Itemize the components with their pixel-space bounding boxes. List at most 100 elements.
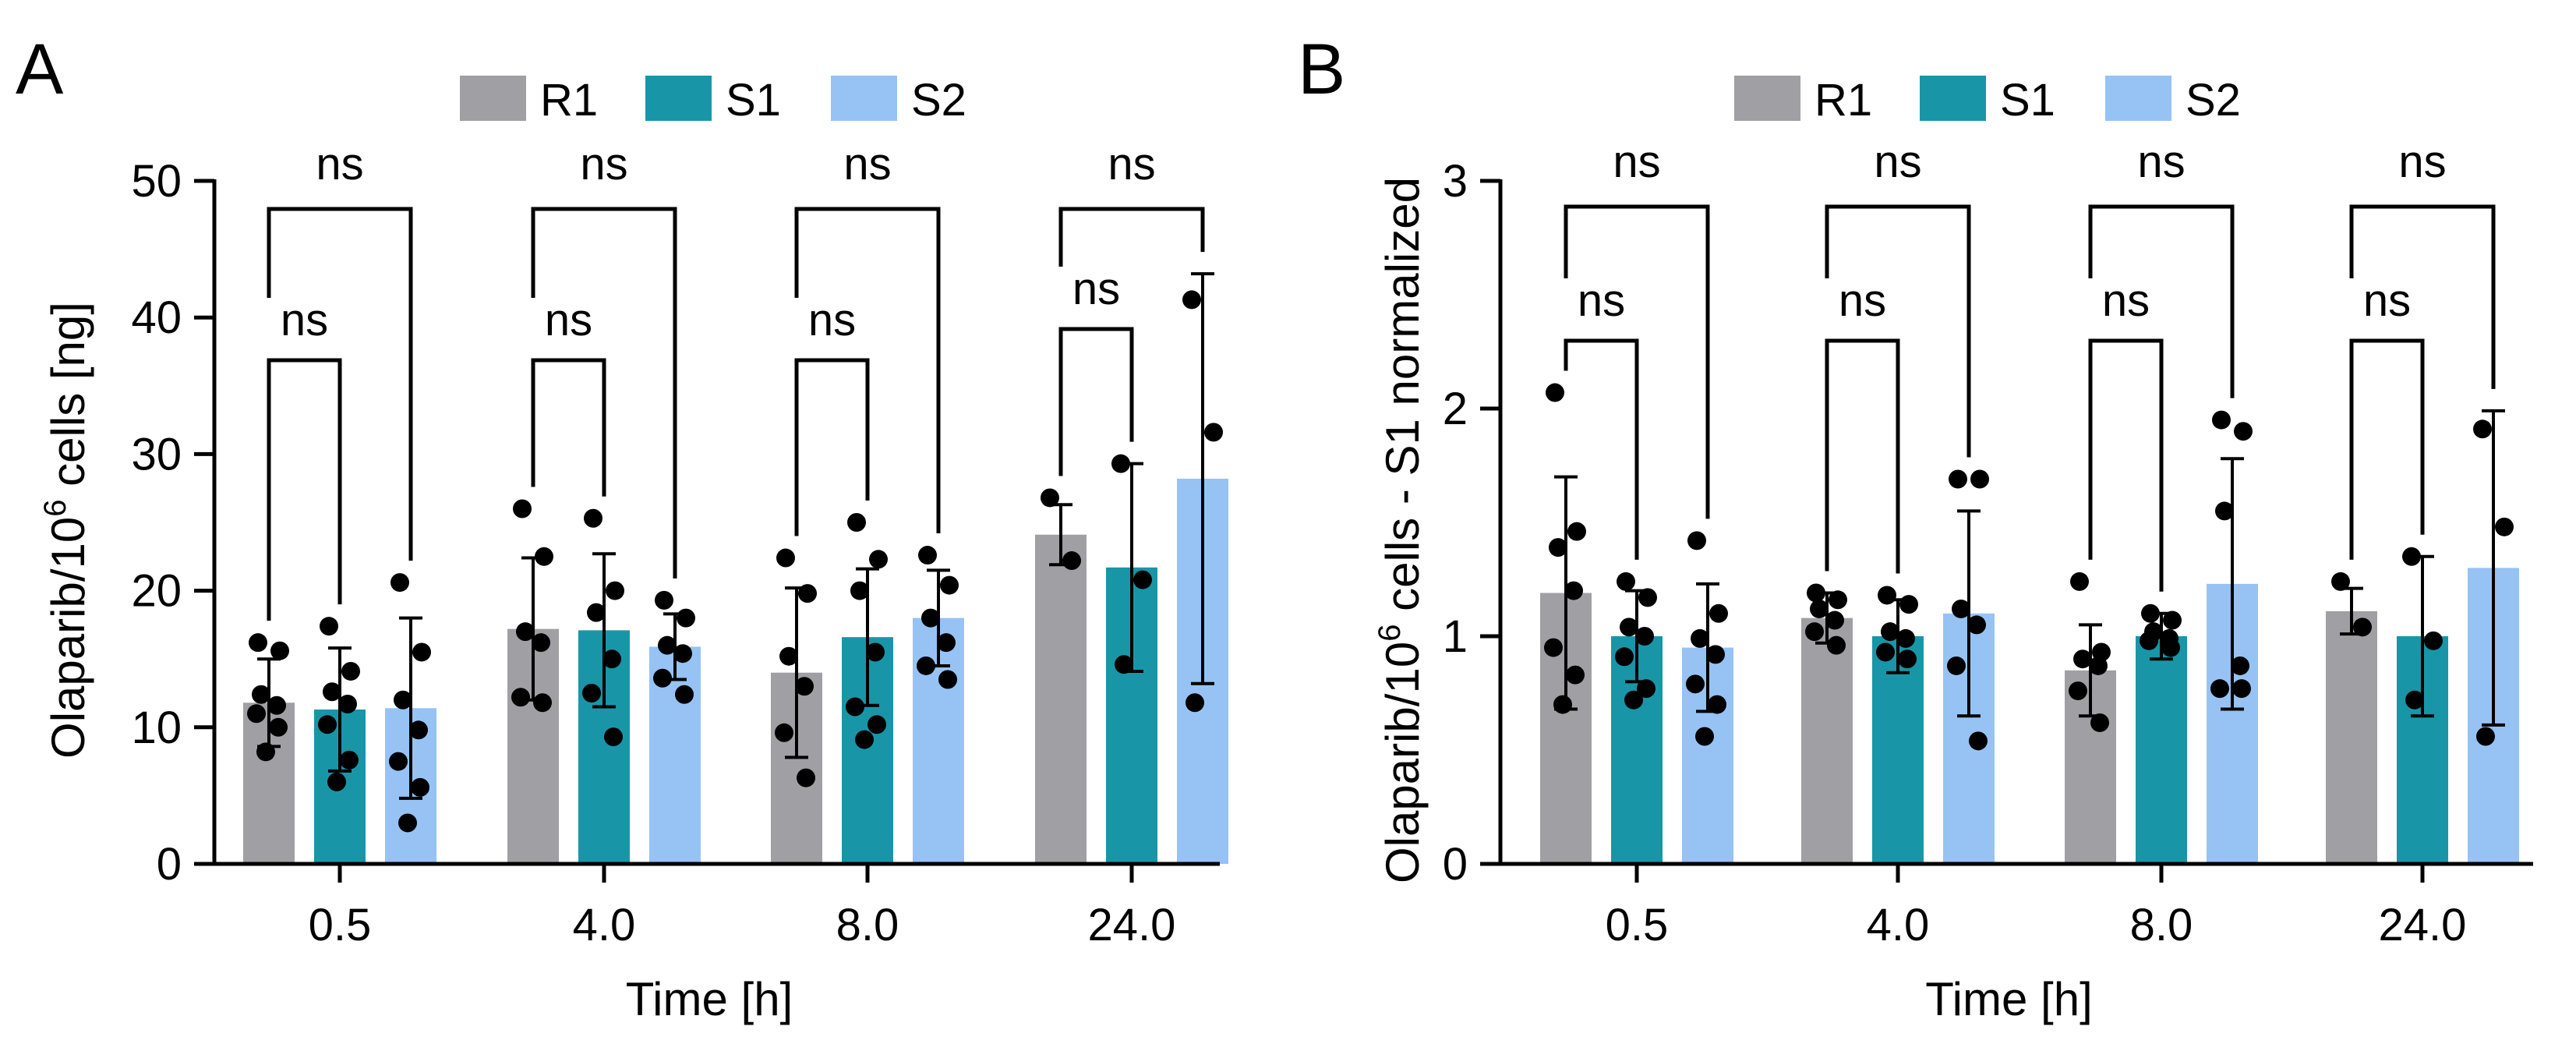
sig-label-r1-s2: ns <box>2137 136 2185 187</box>
data-point-r1-4.0 <box>1805 622 1824 642</box>
data-point-r1-0.5 <box>1567 522 1586 541</box>
data-point-r1-8.0 <box>776 548 795 568</box>
legend-label-s2: S2 <box>911 75 966 126</box>
data-point-r1-24.0 <box>1062 551 1081 571</box>
legend-swatch-r1 <box>1734 76 1800 121</box>
data-point-s2-0.5 <box>389 752 408 771</box>
data-point-r1-4.0 <box>516 622 535 642</box>
y-tick-label: 0 <box>1443 839 1468 890</box>
bar-r1-24.0 <box>1035 534 1087 864</box>
legend-swatch-r1 <box>460 76 526 121</box>
data-point-r1-24.0 <box>2353 618 2372 637</box>
data-point-r1-0.5 <box>1544 638 1563 657</box>
data-point-s2-0.5 <box>1708 695 1726 714</box>
data-point-r1-4.0 <box>513 499 532 518</box>
data-point-s2-4.0 <box>658 635 677 655</box>
x-tick-label: 8.0 <box>2130 900 2193 950</box>
data-point-s2-4.0 <box>655 590 673 610</box>
bracket-r1-s1-0.5 <box>1564 338 1639 560</box>
data-point-s1-4.0 <box>1878 586 1896 605</box>
data-point-r1-8.0 <box>2069 681 2087 701</box>
sig-label-r1-s2: ns <box>1874 136 1921 187</box>
y-axis-title-prefix: Olaparib/10 <box>42 517 94 759</box>
data-point-s2-0.5 <box>1706 645 1725 664</box>
panel-b: B R1 S1 S2nsns0.5nsns4.0nsns8.0nsns24.00123… <box>1298 30 2533 1025</box>
data-point-s1-8.0 <box>866 642 885 662</box>
data-point-s1-8.0 <box>847 513 866 532</box>
data-point-r1-24.0 <box>1041 488 1059 508</box>
y-axis-title: Olaparib/106 cells [ng] <box>38 302 94 759</box>
y-tick-label: 50 <box>131 156 182 207</box>
data-point-s2-8.0 <box>940 575 959 595</box>
x-tick-label: 8.0 <box>836 900 899 950</box>
data-point-s1-8.0 <box>868 715 886 734</box>
bracket-r1-s1-4.0 <box>1825 338 1900 574</box>
bracket-r1-s1-0.5 <box>267 358 342 621</box>
data-point-s1-4.0 <box>584 508 602 528</box>
data-point-s1-8.0 <box>869 550 888 569</box>
data-point-s1-4.0 <box>582 684 601 702</box>
data-point-s1-24.0 <box>1111 454 1130 473</box>
bracket-r1-s1-4.0 <box>531 358 606 497</box>
data-point-r1-4.0 <box>535 547 553 566</box>
data-point-r1-4.0 <box>1825 610 1844 630</box>
bracket-r1-s2-4.0 <box>531 207 677 579</box>
y-axis-title: Olaparib/106 cells - S1 normalized <box>1373 177 1429 883</box>
y-tick-label: 30 <box>131 429 182 480</box>
data-point-s2-8.0 <box>917 656 935 675</box>
data-point-s1-8.0 <box>2141 603 2160 623</box>
data-point-s1-4.0 <box>1881 622 1899 642</box>
data-point-s1-8.0 <box>2140 631 2158 650</box>
data-point-s2-0.5 <box>1687 531 1706 550</box>
x-axis-title: Time [h] <box>626 973 793 1025</box>
legend-label-s1: S1 <box>726 75 781 126</box>
data-point-r1-0.5 <box>249 633 267 653</box>
data-point-s2-0.5 <box>394 690 412 710</box>
x-axis-title: Time [h] <box>1925 973 2092 1025</box>
data-point-s2-4.0 <box>1970 469 1989 489</box>
data-point-s1-0.5 <box>1624 690 1643 710</box>
legend-label-r1: R1 <box>1815 75 1872 126</box>
bar-r1-4.0 <box>1801 618 1853 864</box>
data-point-s1-8.0 <box>850 581 869 600</box>
bracket-r1-s1-8.0 <box>794 358 870 536</box>
data-point-s2-4.0 <box>1952 599 1970 618</box>
sig-label-r1-s2: ns <box>580 139 627 189</box>
data-point-r1-0.5 <box>247 704 266 724</box>
data-point-s1-8.0 <box>846 697 864 717</box>
data-point-r1-0.5 <box>270 641 289 660</box>
data-point-s2-4.0 <box>673 644 692 664</box>
legend-swatch-s1 <box>1920 76 1986 121</box>
sig-label-r1-s1: ns <box>1839 275 1886 326</box>
data-point-s2-0.5 <box>1686 674 1705 694</box>
bracket-r1-s2-8.0 <box>794 207 941 534</box>
data-point-s1-24.0 <box>2424 631 2443 650</box>
x-tick-label: 4.0 <box>573 900 636 950</box>
data-point-r1-0.5 <box>1566 665 1585 685</box>
data-point-r1-8.0 <box>775 723 793 742</box>
legend-label-r1: R1 <box>540 75 598 126</box>
sig-label-r1-s2: ns <box>316 139 363 189</box>
sig-label-r1-s1: ns <box>808 295 856 345</box>
data-point-r1-4.0 <box>1827 635 1846 655</box>
data-point-r1-24.0 <box>2331 572 2350 591</box>
data-point-s2-24.0 <box>1182 290 1201 310</box>
y-axis-title-superscript: 6 <box>38 500 72 517</box>
data-point-s2-24.0 <box>1204 423 1223 442</box>
data-point-s2-4.0 <box>1969 731 1988 751</box>
data-point-s2-24.0 <box>2495 517 2514 536</box>
sig-label-r1-s1: ns <box>1072 264 1120 314</box>
panel-label: A <box>16 30 64 109</box>
y-tick-label: 1 <box>1443 611 1468 662</box>
data-point-s2-4.0 <box>653 668 672 688</box>
sig-label-r1-s1: ns <box>1578 275 1625 326</box>
data-point-r1-4.0 <box>533 693 552 713</box>
data-point-s1-0.5 <box>341 661 360 681</box>
data-point-s1-4.0 <box>587 603 606 622</box>
y-tick-label: 10 <box>131 702 182 753</box>
data-point-s2-8.0 <box>2232 679 2251 699</box>
data-point-s2-24.0 <box>1186 693 1204 713</box>
data-point-s2-8.0 <box>938 670 957 689</box>
x-tick-label: 0.5 <box>309 900 372 950</box>
